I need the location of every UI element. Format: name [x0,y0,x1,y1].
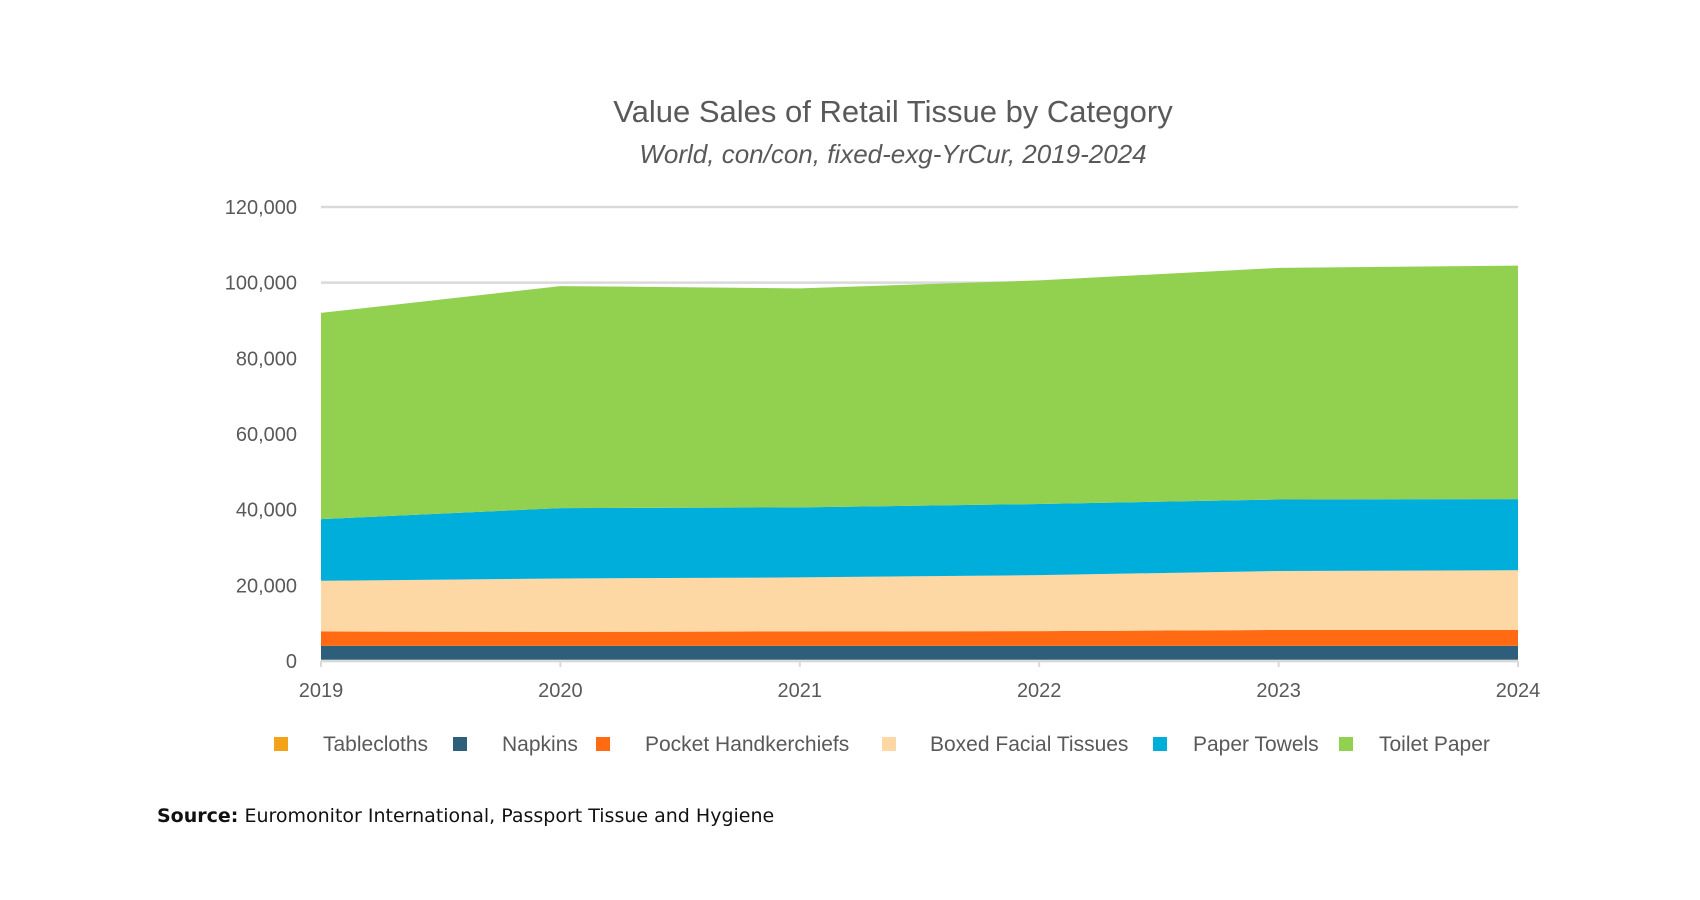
x-tick-label: 2021 [778,680,823,702]
y-tick-label: 0 [286,651,297,673]
x-tick-label: 2024 [1496,680,1541,702]
legend-label-paper-towels: Paper Towels [1193,733,1319,756]
y-tick-label: 40,000 [236,500,297,522]
legend-label-pocket-handkerchiefs: Pocket Handkerchiefs [645,733,849,756]
source-note: Source: Euromonitor International, Passp… [157,805,774,827]
area-series [321,265,1518,661]
legend-label-tablecloths: Tablecloths [323,733,428,756]
legend-label-toilet-paper: Toilet Paper [1379,733,1490,756]
area-boxed-facial-tissues [321,570,1518,632]
x-tick-label: 2023 [1256,680,1301,702]
area-pocket-handkerchiefs [321,629,1518,646]
y-axis: 0 20,000 40,000 60,000 80,000 100,000 120,000 [225,197,297,673]
chart-title: Value Sales of Retail Tissue by Category [613,94,1173,129]
x-axis [320,659,1519,667]
y-tick-label: 100,000 [225,273,297,295]
legend-label-boxed-facial-tissues: Boxed Facial Tissues [930,733,1128,756]
y-tick-label: 20,000 [236,575,297,597]
legend-label-napkins: Napkins [502,733,578,756]
legend: Tablecloths Napkins Pocket Handkerchiefs Bo… [274,733,1490,756]
chart-subtitle: World, con/con, fixed-exg-YrCur, 2019-20… [639,139,1146,169]
x-tick-labels: 2019 2020 2021 2022 2023 2024 [299,680,1541,702]
legend-swatch-paper-towels [1153,737,1167,751]
x-tick-label: 2020 [538,680,583,702]
source-text: Euromonitor International, Passport Tiss… [244,805,775,827]
source-label: Source: [157,805,239,827]
legend-swatch-tablecloths [274,737,288,751]
legend-swatch-boxed-facial-tissues [882,737,896,751]
x-tick-label: 2022 [1017,680,1062,702]
y-tick-label: 80,000 [236,348,297,370]
legend-swatch-toilet-paper [1339,737,1353,751]
legend-swatch-napkins [453,737,467,751]
x-tick-label: 2019 [299,680,344,702]
area-toilet-paper [321,265,1518,520]
legend-swatch-pocket-handkerchiefs [596,737,610,751]
y-tick-label: 60,000 [236,424,297,446]
area-napkins [321,645,1518,660]
area-paper-towels [321,499,1518,581]
y-tick-label: 120,000 [225,197,297,219]
